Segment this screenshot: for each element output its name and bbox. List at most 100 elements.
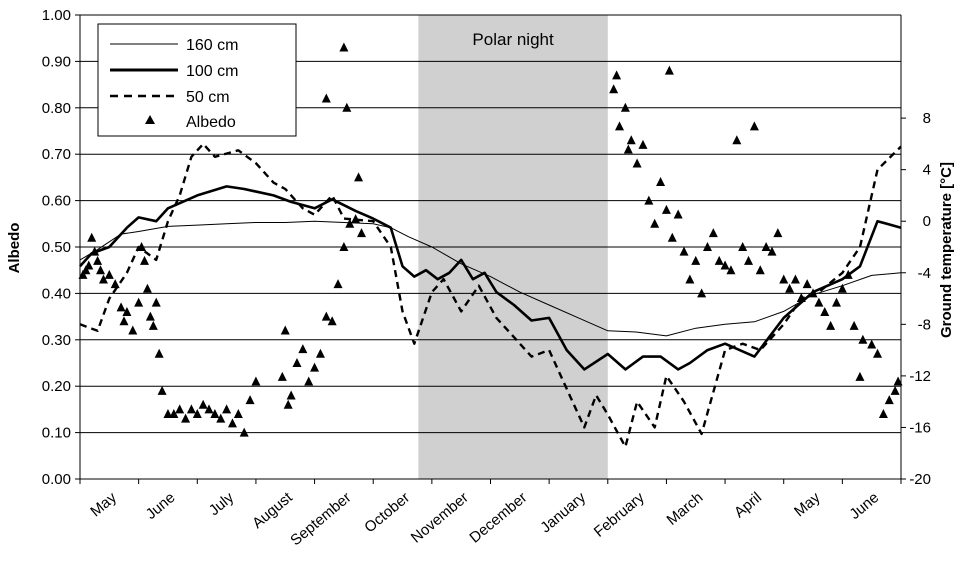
albedo-point [356,228,366,238]
x-tick-label: October [361,489,413,536]
albedo-point [163,409,173,419]
albedo-point [145,311,155,321]
albedo-point [210,409,220,419]
albedo-point [644,195,654,205]
albedo-point [749,121,759,131]
albedo-point [119,316,129,326]
albedo-point [342,102,352,112]
albedo-point [128,325,138,335]
albedo-point [732,135,742,145]
y-right-tick-label: 0 [923,213,931,230]
albedo-point [277,371,287,381]
legend-swatch-albedo [145,115,155,124]
y-left-tick-label: 0.40 [42,285,71,302]
albedo-point [280,325,290,335]
albedo-point [831,297,841,307]
albedo-point [90,246,100,256]
albedo-point [808,288,818,298]
albedo-point [122,306,132,316]
series-line-100cm [79,185,902,371]
albedo-point [726,265,736,275]
y-right-tick-label: -12 [909,368,931,385]
x-tick-label: March [663,489,706,529]
y-left-tick-label: 0.30 [42,332,71,349]
legend-label-50cm: 50 cm [186,89,230,106]
y-left-tick-label: 0.20 [42,378,71,395]
series-line-160cm [79,220,902,337]
albedo-point [175,404,185,414]
albedo-point [685,274,695,284]
albedo-point [890,385,900,395]
y-left-tick-label: 0.70 [42,146,71,163]
series-line-50cm [79,142,902,448]
albedo-point [327,316,337,326]
albedo-point [87,232,97,242]
y-left-tick-label: 1.00 [42,7,71,24]
albedo-point [251,376,261,386]
albedo-point [245,395,255,405]
albedo-point [837,283,847,293]
albedo-point [650,218,660,228]
x-tick-label: August [249,489,296,533]
legend-label-albedo: Albedo [186,114,236,131]
x-tick-label: July [206,489,238,519]
x-tick-label: November [408,489,472,547]
legend-label-100cm: 100 cm [186,63,238,80]
albedo-point [773,228,783,238]
albedo-point [304,376,314,386]
albedo-point [790,274,800,284]
albedo-point [140,255,150,265]
albedo-point [858,334,868,344]
albedo-point [615,121,625,131]
albedo-point [198,399,208,409]
albedo-point [814,297,824,307]
albedo-point [84,260,94,270]
albedo-point [802,279,812,289]
x-tick-label: May [791,489,824,521]
albedo-point [222,404,232,414]
albedo-point [720,260,730,270]
y-right-tick-label: -8 [918,316,931,333]
albedo-point [333,279,343,289]
albedo-point [157,385,167,395]
albedo-point [612,70,622,80]
albedo-point [761,242,771,251]
albedo-point [708,228,718,238]
y-right-tick-label: 4 [923,162,931,179]
albedo-point [632,158,642,168]
y-left-tick-label: 0.10 [42,425,71,442]
albedo-point [638,139,648,149]
albedo-point [148,320,158,330]
y-left-tick-label: 0.90 [42,53,71,70]
albedo-point [767,246,777,256]
albedo-point [820,306,830,316]
albedo-point [298,344,308,354]
y-left-tick-label: 0.00 [42,471,71,488]
y-axis-right-label: Ground temperature [°C] [938,162,955,338]
albedo-point [192,409,202,419]
albedo-point [116,302,126,312]
x-tick-label: April [731,489,765,521]
y-right-tick-label: -4 [918,265,931,282]
albedo-point [169,409,179,419]
x-tick-label: September [287,489,354,549]
y-left-tick-label: 0.50 [42,239,71,256]
albedo-point [204,404,214,414]
albedo-point [137,242,147,251]
albedo-point [151,297,161,307]
x-tick-label: May [87,489,120,521]
albedo-point [286,390,296,400]
albedo-point [744,255,754,265]
albedo-point [849,320,859,330]
albedo-point [893,376,903,386]
albedo-point [321,311,331,321]
legend: 160 cm 100 cm 50 cm Albedo [97,23,297,137]
albedo-point [283,399,293,409]
albedo-markers [78,42,903,437]
albedo-point [796,293,806,303]
albedo-point [351,214,361,224]
albedo-point [354,172,364,182]
albedo-point [691,255,701,265]
y-right-tick-label: -16 [909,419,931,436]
albedo-point [826,320,836,330]
